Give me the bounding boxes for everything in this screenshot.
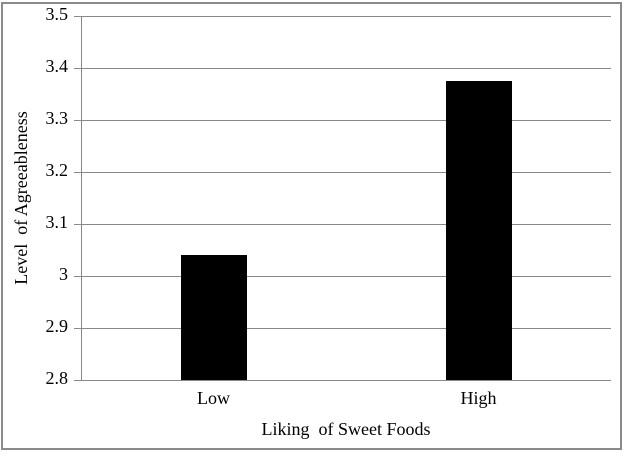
y-tick-label-3.4: 3.4 (45, 56, 69, 76)
plot-area (81, 16, 611, 381)
y-tick-label-3.1: 3.1 (45, 212, 69, 232)
y-axis-tick-2.9 (74, 328, 81, 329)
y-axis-tick-3.3 (74, 120, 81, 121)
y-axis-tick-2.8 (74, 380, 81, 381)
bar-low (180, 255, 247, 380)
y-axis-tick-3.2 (74, 172, 81, 173)
y-axis-tick-3.4 (74, 68, 81, 69)
chart-outer-border (1, 2, 622, 450)
category-label-low: Low (197, 388, 230, 408)
gridline-3 (81, 276, 611, 277)
gridline-3.1 (81, 224, 611, 225)
gridline-3.5 (81, 16, 611, 17)
y-tick-label-2.9: 2.9 (45, 316, 69, 336)
gridline-3.4 (81, 68, 611, 69)
y-tick-label-2.8: 2.8 (45, 368, 69, 388)
x-axis-title: Liking of Sweet Foods (261, 419, 431, 439)
bar-high (445, 81, 512, 380)
y-axis-tick-3.1 (74, 224, 81, 225)
gridline-3.3 (81, 120, 611, 121)
y-axis-line (81, 16, 82, 380)
y-tick-label-3.5: 3.5 (45, 4, 69, 24)
y-axis-title: Level of Agreeableness (11, 111, 32, 285)
gridline-2.9 (81, 328, 611, 329)
y-tick-label-3.3: 3.3 (45, 108, 69, 128)
y-axis-tick-3 (74, 276, 81, 277)
y-axis-tick-3.5 (74, 16, 81, 17)
y-tick-label-3.2: 3.2 (45, 160, 69, 180)
y-tick-label-3: 3 (59, 264, 68, 284)
gridline-3.2 (81, 172, 611, 173)
category-label-high: High (460, 388, 497, 408)
gridline-2.8 (81, 380, 611, 381)
